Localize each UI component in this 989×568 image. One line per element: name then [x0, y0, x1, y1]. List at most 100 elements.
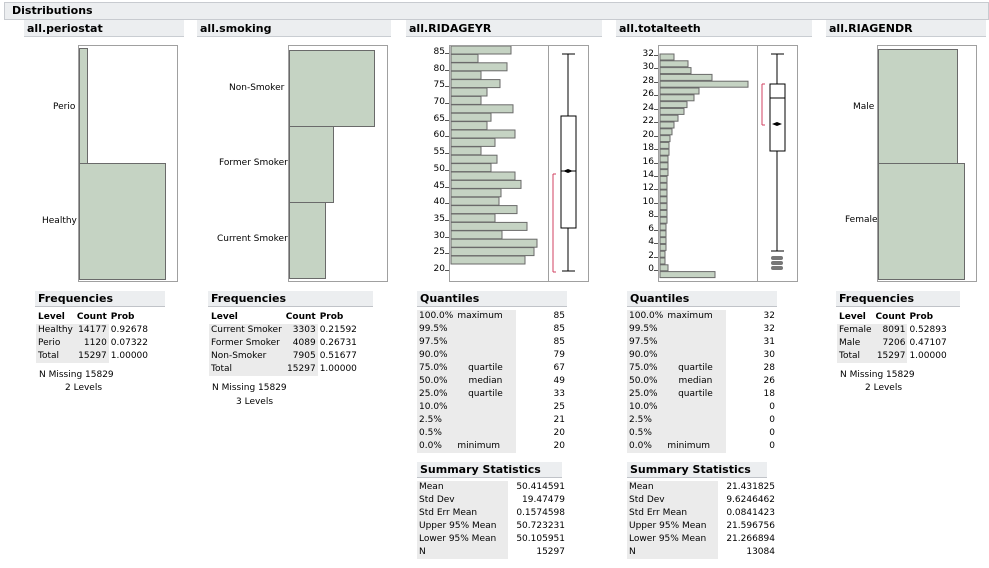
gender-bar-female[interactable] [878, 163, 965, 280]
smoking-header[interactable]: all.smoking [197, 20, 391, 37]
y-tick-mark [654, 122, 658, 124]
gender-bar-male[interactable] [878, 49, 958, 165]
periostat-frequencies-table: Level Count Prob Healthy 14177 0.92678 Perio… [36, 311, 150, 363]
histogram-bar [450, 163, 492, 173]
y-tick-mark [654, 216, 658, 218]
teeth-boxplot-svg [761, 53, 786, 270]
gender-chart [877, 45, 977, 282]
y-tick-mark [654, 229, 658, 231]
y-tick-label: 24 [642, 102, 654, 113]
histogram-bar [659, 250, 666, 258]
histogram-bar [659, 223, 667, 231]
smoking-missing: N Missing 15829 [212, 383, 287, 393]
table-row: Perio 1120 0.07322 [36, 337, 149, 350]
age-histogram [449, 45, 550, 282]
periostat-bar-healthy[interactable] [79, 163, 166, 280]
histogram-bar [659, 60, 689, 68]
histogram-bar [659, 203, 668, 211]
y-tick-label: 12 [642, 183, 654, 194]
y-tick-mark [445, 203, 449, 205]
table-row: Lower 95% Mean 21.266894 [627, 533, 775, 546]
smoking-bar-current[interactable] [289, 202, 326, 279]
periostat-frequencies-title[interactable]: Frequencies [35, 291, 165, 307]
table-row: Male 7206 0.47107 [837, 337, 947, 350]
y-tick-mark [445, 169, 449, 171]
y-tick-mark [654, 95, 658, 97]
histogram-bar [659, 257, 666, 265]
col-count: Count [76, 312, 107, 322]
y-tick-label: 85 [433, 47, 445, 57]
y-tick-mark [445, 236, 449, 238]
col-prob: Prob [110, 312, 135, 322]
col-level: Level [38, 312, 65, 322]
y-tick-label: 65 [433, 113, 445, 124]
y-tick-label: 45 [433, 180, 445, 191]
table-row: 100.0% maximum 85 [417, 310, 565, 323]
table-row: Upper 95% Mean 21.596756 [627, 520, 775, 533]
teeth-summary-title[interactable]: Summary Statistics [627, 462, 767, 478]
teeth-header[interactable]: all.totalteeth [616, 20, 812, 37]
distributions-header[interactable]: Distributions [4, 2, 989, 20]
histogram-bar [659, 94, 695, 102]
histogram-bar [450, 70, 482, 80]
smoking-bar-former[interactable] [289, 126, 334, 203]
histogram-bar [659, 264, 669, 272]
y-tick-label: 4 [648, 237, 654, 248]
teeth-boxplot [757, 45, 798, 282]
histogram-bar [450, 221, 528, 231]
col-level: Level [839, 312, 866, 322]
y-tick-mark [445, 186, 449, 188]
age-header[interactable]: all.RIDAGEYR [406, 20, 602, 37]
table-row: 97.5% 31 [627, 336, 775, 349]
y-tick-mark [654, 162, 658, 164]
y-tick-mark [654, 243, 658, 245]
y-tick-mark [654, 270, 658, 271]
table-row: 0.5% 0 [627, 427, 775, 440]
y-tick-mark [445, 103, 449, 105]
table-row: Female 8091 0.52893 [837, 324, 947, 337]
periostat-header[interactable]: all.periostat [24, 20, 184, 37]
table-row: 100.0% maximum 32 [627, 310, 775, 323]
y-tick-label: 70 [433, 97, 445, 108]
periostat-level-healthy: Healthy [42, 216, 77, 226]
histogram-bar [450, 154, 498, 164]
age-quantiles-title[interactable]: Quantiles [417, 291, 567, 307]
y-tick-label: 50 [433, 163, 445, 174]
y-tick-mark [445, 253, 449, 255]
histogram-bar [450, 196, 500, 206]
teeth-quantiles-title[interactable]: Quantiles [627, 291, 777, 307]
histogram-bar [659, 175, 668, 183]
age-summary-table: Mean 50.414591 Std Dev 19.47479 Std Err Mean… [417, 481, 567, 559]
histogram-bar [659, 148, 670, 156]
col-count: Count [285, 312, 316, 322]
smoking-frequencies-title[interactable]: Frequencies [208, 291, 373, 307]
y-tick-mark [654, 202, 658, 204]
histogram-bar [659, 114, 679, 122]
smoking-bar-nonsmoker[interactable] [289, 50, 375, 127]
table-row: Std Err Mean 0.0841423 [627, 507, 775, 520]
gender-header[interactable]: all.RIAGENDR [826, 20, 986, 37]
histogram-bar [659, 141, 670, 149]
histogram-bar [450, 171, 516, 181]
table-row: 99.5% 85 [417, 323, 565, 336]
y-tick-mark [654, 81, 658, 83]
col-count: Count [875, 312, 906, 322]
table-row: 25.0% quartile 18 [627, 388, 775, 401]
y-tick-mark [445, 136, 449, 138]
col-prob: Prob [909, 312, 934, 322]
gender-level-female: Female [845, 215, 878, 225]
histogram-bar [659, 182, 668, 190]
age-boxplot [548, 45, 589, 282]
y-tick-label: 8 [648, 210, 654, 221]
y-tick-label: 0 [648, 264, 654, 274]
histogram-bar [450, 255, 526, 265]
table-row: 90.0% 30 [627, 349, 775, 362]
age-summary-title[interactable]: Summary Statistics [417, 462, 562, 478]
table-row: 50.0% median 49 [417, 375, 565, 388]
y-tick-label: 26 [642, 89, 654, 100]
periostat-bar-perio[interactable] [79, 48, 88, 165]
histogram-bar [659, 162, 669, 170]
age-boxplot-svg [552, 53, 577, 273]
gender-frequencies-title[interactable]: Frequencies [836, 291, 960, 307]
y-tick-label: 14 [642, 169, 654, 180]
